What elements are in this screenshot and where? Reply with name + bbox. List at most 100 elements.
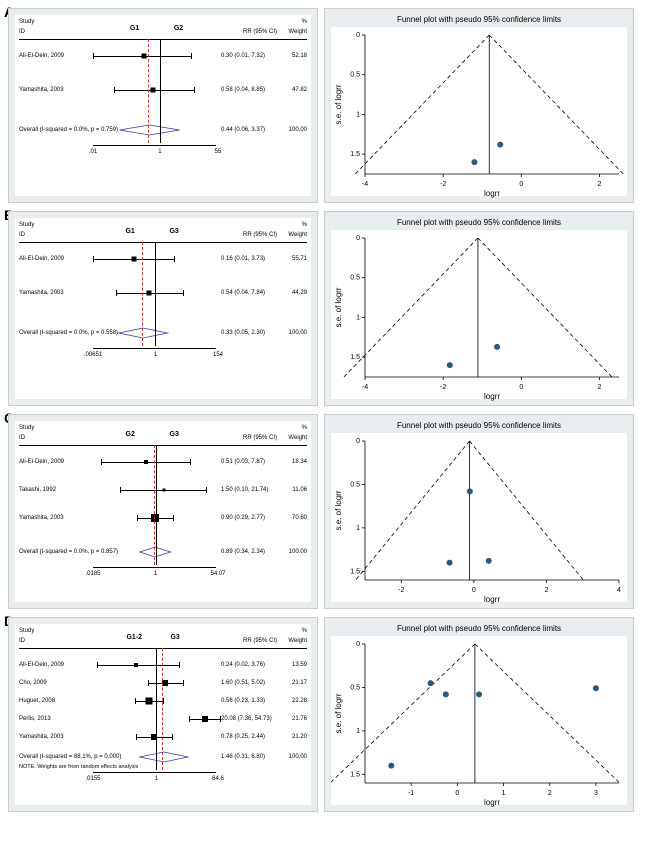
ci-cap [148,680,149,686]
funnel-svg: -4-20200.511.5logrrs.e. of logrr [331,27,629,198]
study-plotarea [93,252,221,266]
axis-tick: .00651 [84,352,102,358]
study-rr: 0.58 (0.04, 8.85) [221,87,283,93]
forest-inner: StudyID%RR (95% CI)WeightG1-2G3Ali-El-De… [15,624,311,805]
pooled-line [162,648,163,770]
col-id: ID [19,638,25,644]
svg-text:-4: -4 [362,181,368,188]
svg-text:0: 0 [356,32,360,39]
axis-tick: 64.6 [212,776,224,782]
ci-cap [136,734,137,740]
point-square [131,257,136,262]
svg-text:0: 0 [356,641,360,648]
null-line [155,242,156,346]
study-weight: 47.82 [283,87,311,93]
col-pct: % [302,425,307,431]
overall-plotarea [93,326,221,340]
funnel-svg: -1012300.511.5logrrs.e. of logrr [331,636,629,807]
overall-plotarea [93,545,221,559]
funnel-inner: -1012300.511.5logrrs.e. of logrr [331,636,627,805]
point-square [147,291,152,296]
col-weight: Weight [288,232,307,238]
study-weight: 52.18 [283,53,311,59]
axis-tick: 1 [158,149,161,155]
svg-text:0.5: 0.5 [350,481,360,488]
funnel-point [388,763,394,769]
overall-plotarea [93,123,221,137]
col-id: ID [19,232,25,238]
study-label: Ali-El-Dein, 2009 [15,459,93,465]
funnel-point [471,159,477,165]
panel-row-a: AStudyID%RR (95% CI)WeightG1G2Ali-El-Dei… [8,8,642,203]
forest-inner: StudyID%RR (95% CI)WeightG1G2Ali-El-Dein… [15,15,311,196]
svg-text:logrr: logrr [484,595,500,604]
study-plotarea [93,455,221,469]
col-id: ID [19,29,25,35]
study-weight: 21.76 [283,716,311,722]
study-row: Ali-El-Dein, 20090.51 (0.03, 7.87)18.34 [15,455,311,469]
study-rr: 0.51 (0.03, 7.87) [221,459,283,465]
study-plotarea [93,286,221,300]
svg-text:1: 1 [356,728,360,735]
col-study: Study [19,628,34,634]
ci-cap [194,87,195,93]
funnel-title: Funnel plot with pseudo 95% confidence l… [329,622,629,635]
svg-text:0.5: 0.5 [350,275,360,282]
funnel-plot: Funnel plot with pseudo 95% confidence l… [324,8,634,203]
study-plotarea [93,83,221,97]
svg-text:s.e. of logrr: s.e. of logrr [334,287,343,327]
study-plotarea [93,49,221,63]
svg-text:2: 2 [544,587,548,594]
funnel-title: Funnel plot with pseudo 95% confidence l… [329,216,629,229]
point-square [141,54,146,59]
svg-text:1.5: 1.5 [350,568,360,575]
study-row: Ali-El-Dein, 2009 0.30 (0.01, 7.32)52.18 [15,49,311,63]
axis-tick: 1 [155,776,158,782]
study-label: Huguet, 2008 [15,698,93,704]
svg-text:1.5: 1.5 [350,771,360,778]
svg-text:3: 3 [594,790,598,797]
funnel-point [443,691,449,697]
ci-cap [120,487,121,493]
funnel-title: Funnel plot with pseudo 95% confidence l… [329,13,629,26]
study-rr: 0.30 (0.01, 7.32) [221,53,283,59]
group-head-left: G1-2 [126,634,142,641]
study-label: Yamashita, 2003 [15,87,93,93]
study-rr: 0.90 (0.29, 2.77) [221,515,283,521]
axis-rule [93,145,216,146]
svg-text:0: 0 [519,181,523,188]
funnel-inner: -4-20200.511.5logrrs.e. of logrr [331,230,627,399]
diamond-icon [93,327,221,339]
funnel-plot: Funnel plot with pseudo 95% confidence l… [324,617,634,812]
funnel-plot: Funnel plot with pseudo 95% confidence l… [324,414,634,609]
ci-cap [137,515,138,521]
forest-plot: StudyID%RR (95% CI)WeightG1G2Ali-El-Dein… [8,8,318,203]
funnel-point [428,680,434,686]
svg-text:s.e. of logrr: s.e. of logrr [334,490,343,530]
study-label: Ali-El-Dein, 2009 [15,53,93,59]
axis-tick: 1 [154,571,157,577]
svg-text:logrr: logrr [484,189,500,198]
svg-text:0: 0 [472,587,476,594]
header-rule [19,445,307,446]
null-line [156,445,157,565]
diamond-icon [93,546,221,558]
point-square [144,460,148,464]
overall-row: Overall (I-squared = 0.0%, p = 0.558)0.3… [15,326,311,340]
col-weight: Weight [288,29,307,35]
group-head-right: G3 [169,228,178,235]
svg-text:1.5: 1.5 [350,354,360,361]
study-weight: 11.06 [283,487,311,493]
funnel-point [447,560,453,566]
study-label: Yamashita, 2003 [15,290,93,296]
funnel-point [497,142,503,148]
study-weight: 70.60 [283,515,311,521]
study-rr: 0.16 (0.01, 3.73) [221,256,283,262]
axis-tick: 154 [213,352,223,358]
col-pct: % [302,628,307,634]
null-line [156,648,157,770]
svg-text:0: 0 [356,235,360,242]
overall-rr: 1.46 (0.31, 6.80) [221,754,283,760]
group-head-right: G3 [170,431,179,438]
study-row: Yamashita, 2003 0.58 (0.04, 8.85)47.82 [15,83,311,97]
